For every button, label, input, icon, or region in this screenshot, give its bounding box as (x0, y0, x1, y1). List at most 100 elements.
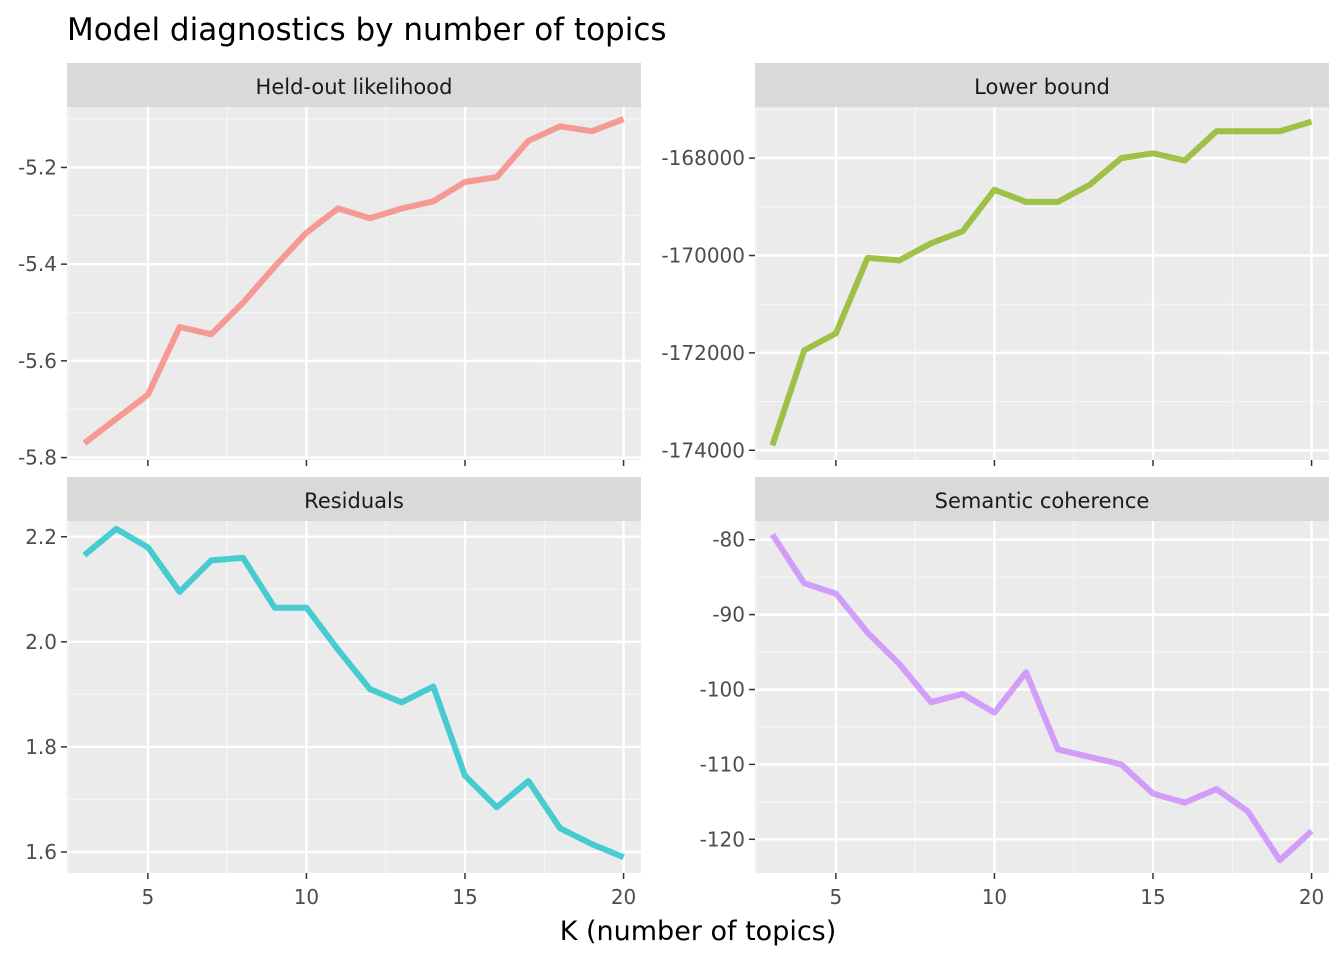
data-point (1024, 670, 1029, 675)
data-point (272, 605, 277, 610)
data-point (897, 662, 902, 667)
data-point (897, 258, 902, 263)
data-point (272, 264, 277, 269)
data-point (1277, 858, 1282, 863)
facet-panels: Held-out likelihood -5.8 -5.6 -5.4 -5.2 Lower… (18, 63, 1329, 909)
facet-panel: Semantic coherence -120 -110 -100 -90 -80 5 10 1… (700, 477, 1329, 909)
data-point (929, 241, 934, 246)
y-tick-label: -110 (700, 752, 745, 776)
data-point (1214, 787, 1219, 792)
x-tick-label: 15 (452, 885, 477, 909)
data-point (1246, 809, 1251, 814)
panel-background (67, 107, 641, 460)
data-point (770, 443, 775, 448)
data-point (399, 700, 404, 705)
data-point (431, 199, 436, 204)
x-tick-label: 5 (142, 885, 155, 909)
x-tick-label: 20 (1299, 885, 1324, 909)
panel-background (755, 521, 1329, 873)
data-point (802, 581, 807, 586)
data-point (992, 710, 997, 715)
x-axis-title: K (number of topics) (560, 916, 837, 947)
data-point (304, 230, 309, 235)
chart-title: Model diagnostics by number of topics (67, 12, 667, 48)
series-line (82, 525, 625, 860)
data-point (621, 855, 626, 860)
y-tick-label: -100 (700, 678, 745, 702)
data-point (177, 325, 182, 330)
data-point (1055, 199, 1060, 204)
data-point (145, 392, 150, 397)
data-point (1309, 829, 1314, 834)
data-point (462, 179, 467, 184)
y-tick-label: -120 (700, 827, 745, 851)
facet-strip-label: Held-out likelihood (256, 75, 453, 99)
y-tick-label: -174000 (661, 438, 745, 462)
data-point (114, 416, 119, 421)
data-point (1024, 199, 1029, 204)
data-point (589, 129, 594, 134)
y-tick-label: -80 (712, 528, 745, 552)
y-tick-label: -5.2 (18, 155, 57, 179)
y-tick-label: -90 (712, 603, 745, 627)
data-point (833, 591, 838, 596)
data-point (241, 300, 246, 305)
data-point (865, 630, 870, 635)
y-tick-label: -168000 (661, 146, 745, 170)
data-point (929, 700, 934, 705)
y-tick-label: -170000 (661, 244, 745, 268)
data-point (1246, 129, 1251, 134)
x-tick-label: 10 (294, 885, 319, 909)
panel-background (67, 521, 641, 873)
facet-panel: Residuals 1.6 1.8 2.0 2.2 5 10 15 20 (25, 477, 641, 909)
y-tick-label: 2.2 (25, 525, 57, 549)
data-point (1277, 129, 1282, 134)
data-point (82, 441, 87, 446)
facet-strip (755, 63, 1329, 107)
data-point (621, 117, 626, 122)
data-point (1119, 762, 1124, 767)
data-point (558, 826, 563, 831)
data-point (1214, 129, 1219, 134)
y-tick-label: -172000 (661, 341, 745, 365)
panel-background (755, 107, 1329, 460)
y-tick-label: 1.6 (25, 840, 57, 864)
data-point (1150, 791, 1155, 796)
data-point (241, 555, 246, 560)
data-point (177, 589, 182, 594)
facet-strip (67, 477, 641, 521)
series-line (82, 116, 625, 446)
data-point (1055, 747, 1060, 752)
facet-strip (67, 63, 641, 107)
facet-strip-label: Semantic coherence (935, 489, 1150, 513)
data-point (367, 687, 372, 692)
x-tick-label: 20 (611, 885, 636, 909)
facet-panel: Lower bound -174000 -172000 -170000 -168000 (661, 63, 1329, 466)
data-point (145, 545, 150, 550)
data-point (802, 348, 807, 353)
data-point (992, 187, 997, 192)
data-point (558, 124, 563, 129)
data-point (1150, 151, 1155, 156)
data-point (304, 605, 309, 610)
data-point (494, 805, 499, 810)
data-point (431, 684, 436, 689)
data-point (770, 532, 775, 537)
y-tick-label: -5.6 (18, 349, 57, 373)
data-point (1182, 158, 1187, 163)
y-tick-label: 1.8 (25, 735, 57, 759)
data-point (367, 216, 372, 221)
data-point (1309, 119, 1314, 124)
series-line (769, 532, 1314, 864)
data-point (1087, 182, 1092, 187)
data-point (960, 692, 965, 697)
data-point (1182, 800, 1187, 805)
data-point (960, 229, 965, 234)
x-tick-label: 10 (982, 885, 1007, 909)
data-point (114, 526, 119, 531)
facet-strip-label: Lower bound (974, 75, 1110, 99)
data-point (526, 138, 531, 143)
data-point (209, 332, 214, 337)
data-point (1087, 754, 1092, 759)
